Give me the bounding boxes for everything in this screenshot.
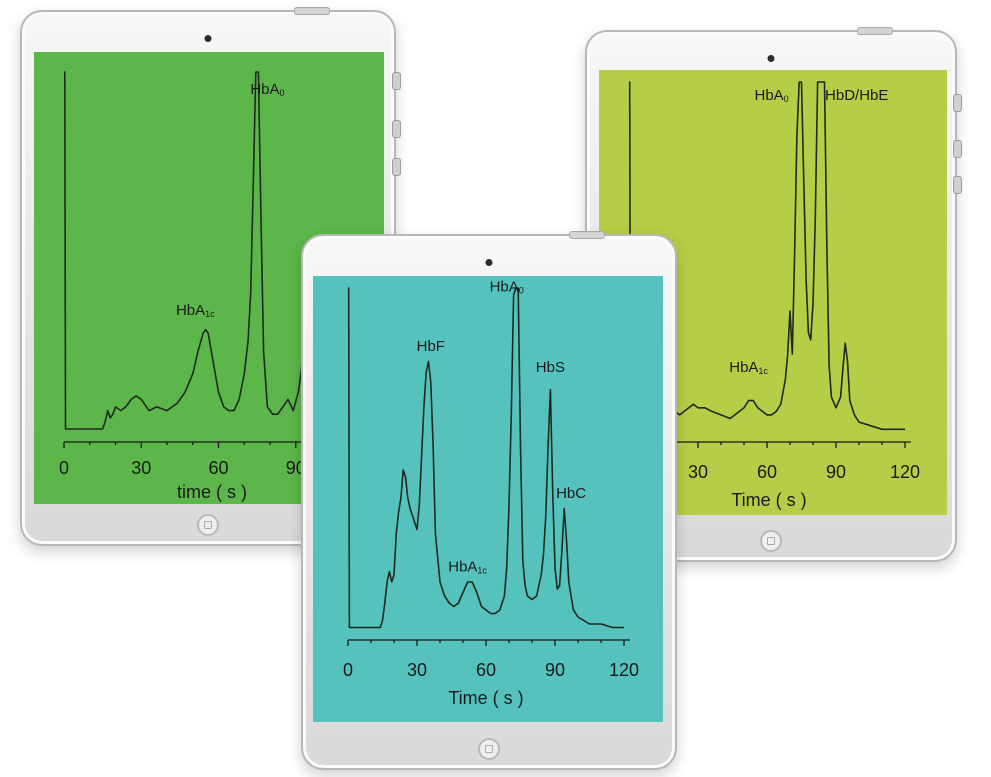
tablet-side-button (392, 120, 401, 138)
home-button-icon[interactable] (478, 738, 500, 760)
x-tick-label: 90 (545, 660, 565, 680)
x-tick-label: 120 (890, 462, 920, 482)
chromatogram-trace (628, 81, 905, 431)
tablet-cyan: 0 30 60 90 120 Time ( s ) HbF HbA1c HbA0 HbS HbC (301, 231, 677, 770)
x-tick-label: 30 (131, 458, 151, 478)
peak-label: HbC (556, 485, 586, 502)
tablet-top-button (857, 27, 893, 35)
tablet-side-button (392, 72, 401, 90)
tablet-side-button (392, 158, 401, 176)
x-tick-label: 0 (343, 660, 353, 680)
tablet-side-button (953, 176, 962, 194)
peak-label: HbF (417, 338, 445, 355)
camera-icon (767, 55, 775, 62)
x-axis-title: Time ( s ) (731, 490, 806, 510)
peak-label: HbA0 (250, 81, 284, 98)
chart-screen-cyan: 0 30 60 90 120 Time ( s ) HbF HbA1c HbA0 HbS HbC (313, 276, 663, 722)
peak-label: HbA1c (448, 559, 487, 576)
tablet-top-button (294, 7, 330, 15)
x-tick-label: 0 (59, 458, 69, 478)
tablet-top-button (569, 231, 605, 239)
x-tick-label: 30 (407, 660, 427, 680)
peak-label: HbA0 (490, 279, 524, 296)
x-tick-label: 60 (476, 660, 496, 680)
x-tick-label: 90 (826, 462, 846, 482)
x-tick-label: 30 (688, 462, 708, 482)
x-tick-label: 120 (609, 660, 639, 680)
camera-icon (485, 259, 493, 266)
x-axis-title: Time ( s ) (448, 688, 523, 708)
chromatogram-trace (347, 287, 624, 629)
tablet-side-button (953, 94, 962, 112)
peak-label: HbD/HbE (825, 87, 888, 104)
x-tick-label: 60 (757, 462, 777, 482)
x-axis-title: time ( s ) (177, 482, 247, 502)
camera-icon (204, 35, 212, 42)
peak-label: HbA0 (754, 87, 788, 104)
chromatogram-trace (63, 71, 335, 430)
plot-background (313, 276, 663, 722)
peak-label: HbA1c (729, 359, 768, 376)
peak-label: HbS (536, 359, 565, 376)
chromatogram-cyan: 0 30 60 90 120 Time ( s ) HbF HbA1c HbA0 HbS HbC (313, 276, 663, 722)
peak-label: HbA1c (176, 302, 215, 319)
x-tick-label: 60 (208, 458, 228, 478)
home-button-icon[interactable] (760, 530, 782, 552)
home-button-icon[interactable] (197, 514, 219, 536)
tablet-side-button (953, 140, 962, 158)
x-tick-label: 90 (286, 458, 306, 478)
